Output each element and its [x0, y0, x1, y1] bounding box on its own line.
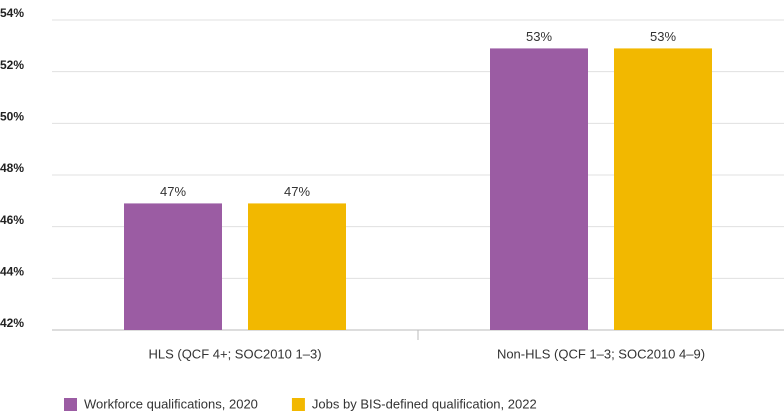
y-tick-label: 54%: [0, 6, 24, 20]
y-tick-label: 46%: [0, 213, 24, 227]
y-tick-label: 52%: [0, 58, 24, 72]
x-tick-label: Non-HLS (QCF 1–3; SOC2010 4–9): [497, 346, 705, 361]
value-label: 47%: [160, 184, 186, 199]
bar: [490, 48, 588, 331]
y-tick-label: 44%: [0, 265, 24, 279]
value-label: 53%: [526, 29, 552, 44]
legend-label: Workforce qualifications, 2020: [84, 396, 258, 411]
bar: [124, 203, 222, 330]
y-tick-label: 48%: [0, 161, 24, 175]
bar: [614, 48, 712, 331]
legend-swatch: [64, 398, 77, 411]
bar: [248, 203, 346, 330]
value-label: 47%: [284, 184, 310, 199]
x-tick-label: HLS (QCF 4+; SOC2010 1–3): [148, 346, 321, 361]
legend-label: Jobs by BIS-defined qualification, 2022: [312, 396, 537, 411]
value-label: 53%: [650, 29, 676, 44]
y-tick-label: 42%: [0, 316, 24, 330]
legend-swatch: [291, 398, 305, 411]
y-tick-label: 50%: [0, 110, 24, 124]
